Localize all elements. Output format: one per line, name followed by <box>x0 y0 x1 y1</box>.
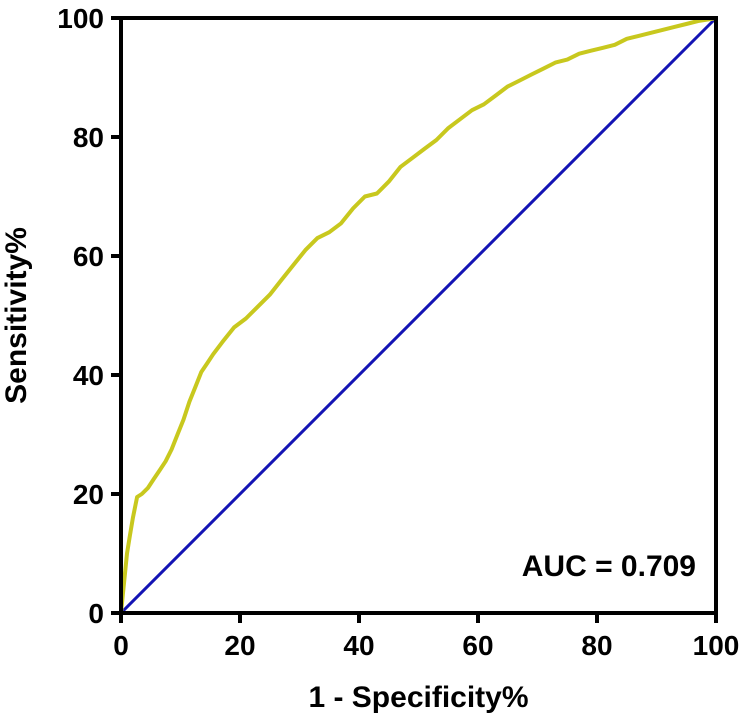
y-axis-ticks: 0 20 40 60 80 100 <box>57 3 104 629</box>
y-tick-label-60: 60 <box>73 241 104 272</box>
roc-curve-line <box>119 16 718 615</box>
x-tick-label-60: 60 <box>462 630 493 661</box>
y-tick-label-80: 80 <box>73 122 104 153</box>
auc-annotation: AUC = 0.709 <box>522 550 696 583</box>
y-tick-label-100: 100 <box>57 3 104 34</box>
y-tick-label-0: 0 <box>88 598 104 629</box>
x-tick-label-20: 20 <box>224 630 255 661</box>
y-tick-label-20: 20 <box>73 479 104 510</box>
plot-frame <box>119 16 718 615</box>
x-tick-label-100: 100 <box>693 630 740 661</box>
y-tick-label-40: 40 <box>73 360 104 391</box>
x-tick-label-80: 80 <box>581 630 612 661</box>
x-tick-label-0: 0 <box>113 630 129 661</box>
x-tick-label-40: 40 <box>343 630 374 661</box>
reference-diagonal-line <box>119 16 718 615</box>
x-axis-ticks: 0 20 40 60 80 100 <box>113 630 739 661</box>
x-axis-title: 1 - Specificity% <box>308 681 528 714</box>
plot-area <box>111 16 718 623</box>
y-axis-title: Sensitivity% <box>0 227 33 404</box>
